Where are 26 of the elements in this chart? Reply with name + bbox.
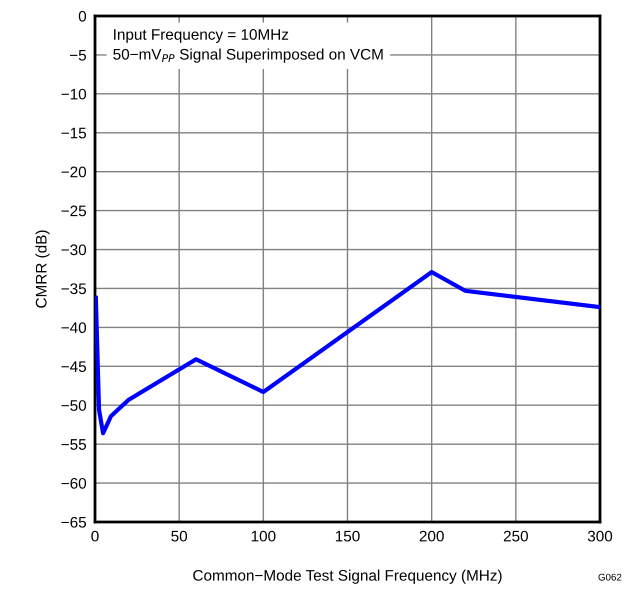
y-tick-label: −25 [62,205,86,216]
x-tick-label: 250 [504,530,528,542]
x-tick-label: 300 [588,530,612,542]
y-tick-label: −10 [62,88,86,100]
y-tick-label: −60 [62,478,86,489]
x-tick-label: 200 [420,530,444,542]
annotation: Input Frequency = 10MHz 50−mV$_{PP}$ Signal Superimposed on VCM [113,29,383,63]
y-tick-label: 0 [78,10,86,22]
x-tick-label: 50 [171,530,188,542]
y-tick-label: −35 [62,283,86,294]
y-tick-label: −55 [62,439,86,450]
y-tick-label: −45 [62,361,86,372]
text: G062 [598,574,622,581]
y-tick-label: −15 [62,128,86,138]
x-tick-label: 150 [336,530,360,542]
y-tick-label: −65 [62,516,86,528]
y-tick-label: −5 [70,50,86,61]
x-tick-label: 100 [252,530,276,542]
x-tick-label: 0 [91,530,99,542]
y-tick-label: −20 [62,166,86,178]
y-axis-title: CMRR (dB) [35,230,50,308]
y-tick-label: −40 [62,322,86,334]
y-tick-label: −30 [62,244,86,256]
y-tick-label: −50 [62,400,86,411]
x-axis-title: Common−Mode Test Signal Frequency (MHz) [193,570,502,584]
line-series [95,270,600,436]
